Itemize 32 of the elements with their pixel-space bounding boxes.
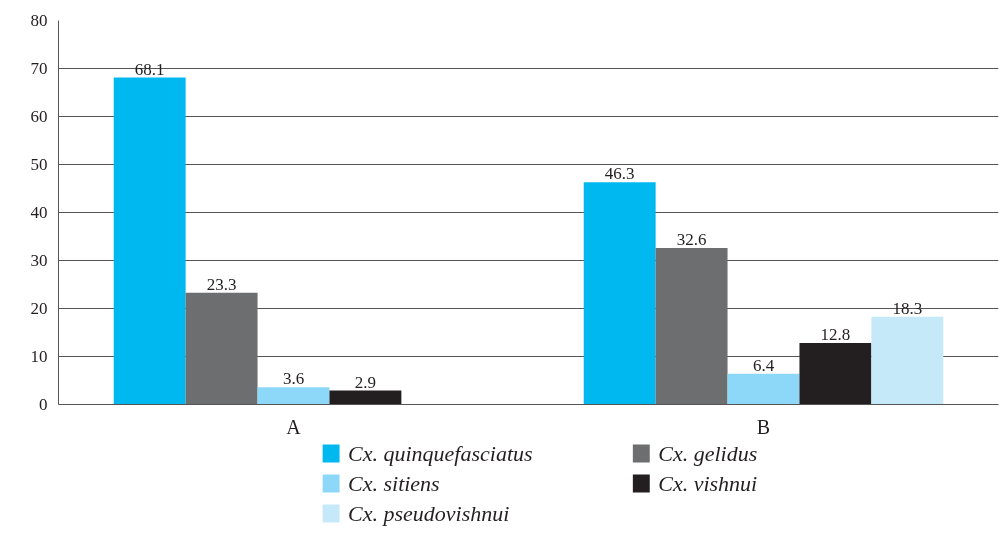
y-tick-label: 0 xyxy=(39,395,48,414)
data-label: 23.3 xyxy=(206,274,237,294)
x-tick-label: B xyxy=(756,415,771,438)
y-tick-label: 50 xyxy=(30,155,48,174)
legend-label: Cx. pseudovishnui xyxy=(348,501,510,526)
bar xyxy=(871,316,944,405)
data-label: 32.6 xyxy=(676,230,707,250)
data-label: 46.3 xyxy=(604,164,635,184)
bar xyxy=(727,373,800,405)
legend-label: Cx. quinquefasciatus xyxy=(348,441,533,466)
x-tick-label: A xyxy=(286,415,302,438)
bar xyxy=(655,248,728,405)
data-label: 6.4 xyxy=(752,355,775,375)
bar xyxy=(257,387,330,405)
bar xyxy=(185,292,258,405)
legend-label: Cx. vishnui xyxy=(658,471,758,496)
data-label: 3.6 xyxy=(282,369,305,389)
y-tick-label: 30 xyxy=(30,251,48,270)
y-tick-label: 40 xyxy=(30,203,48,222)
bar xyxy=(583,182,656,405)
legend-label: Cx. sitiens xyxy=(348,471,440,496)
y-tick-label: 20 xyxy=(30,299,48,318)
data-label: 2.9 xyxy=(354,372,377,392)
bar xyxy=(113,77,186,405)
bar xyxy=(799,343,872,405)
legend-label: Cx. gelidus xyxy=(658,441,758,466)
y-tick-label: 70 xyxy=(30,59,48,78)
y-tick-label: 10 xyxy=(30,347,48,366)
bar xyxy=(329,390,402,405)
y-tick-label: 80 xyxy=(30,11,48,30)
y-tick-label: 60 xyxy=(30,107,48,126)
data-label: 12.8 xyxy=(820,325,851,345)
